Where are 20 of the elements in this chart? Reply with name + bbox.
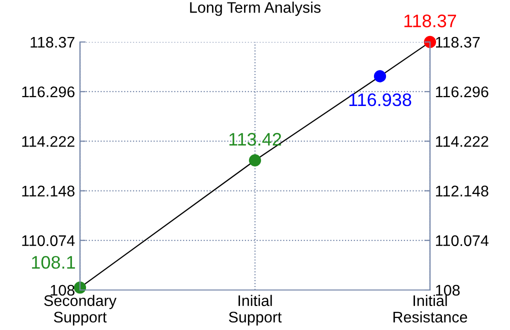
y-tick-label: 110.074 xyxy=(22,235,75,246)
x-tick-label: Secondary Support xyxy=(44,294,116,326)
x-tick-label: Initial Support xyxy=(228,294,282,326)
y-tick-label: 108 xyxy=(50,284,74,296)
y2-tick-label: 112.148 xyxy=(436,186,488,196)
y-tick-label: 114.222 xyxy=(22,136,74,147)
data-label: 116.938 xyxy=(349,93,412,106)
y-tick-label: 118.37 xyxy=(30,36,74,48)
data-label: 113.42 xyxy=(229,132,282,146)
y2-tick-label: 118.37 xyxy=(436,36,480,48)
y2-tick-label: 116.296 xyxy=(436,86,488,98)
y2-tick-label: 108 xyxy=(436,284,460,296)
y2-tick-label: 110.074 xyxy=(436,235,489,246)
chart-title: Long Term Analysis xyxy=(190,2,321,16)
data-label: 108.1 xyxy=(32,256,75,269)
y-tick-label: 116.296 xyxy=(22,86,74,98)
data-label: 118.37 xyxy=(404,14,456,28)
y2-tick-label: 114.222 xyxy=(436,136,488,147)
y-tick-label: 112.148 xyxy=(22,186,74,196)
x-tick-label: Initial Resistance xyxy=(393,294,468,323)
